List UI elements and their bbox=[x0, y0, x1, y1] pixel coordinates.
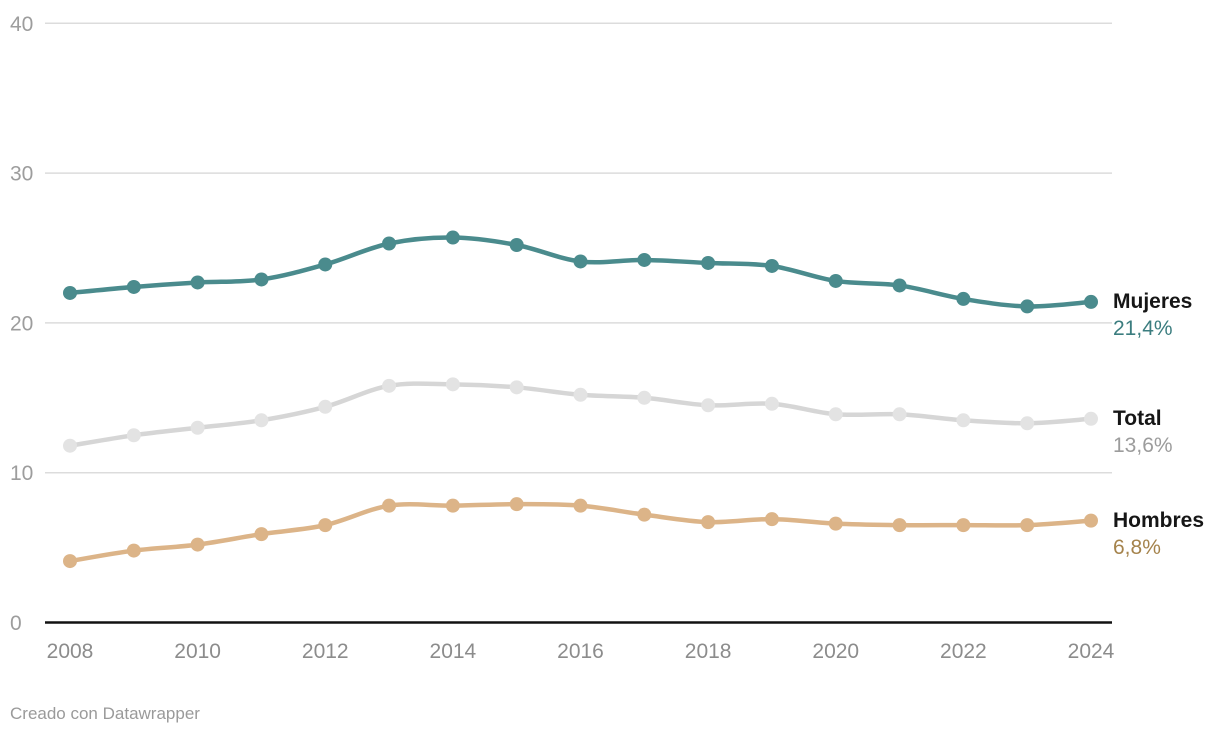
point-total-2021[interactable] bbox=[892, 407, 907, 422]
point-hombres-2011[interactable] bbox=[254, 527, 269, 542]
point-total-2012[interactable] bbox=[318, 399, 333, 414]
series-label-hombres: Hombres 6,8% bbox=[1113, 508, 1204, 562]
attribution-text: Creado con Datawrapper bbox=[10, 704, 200, 723]
point-total-2011[interactable] bbox=[254, 413, 269, 428]
point-total-2023[interactable] bbox=[1020, 416, 1035, 431]
point-mujeres-2021[interactable] bbox=[892, 278, 907, 293]
series-label-mujeres: Mujeres 21,4% bbox=[1113, 289, 1192, 343]
series-value-mujeres: 21,4% bbox=[1113, 316, 1173, 340]
point-mujeres-2020[interactable] bbox=[828, 273, 843, 288]
point-hombres-2022[interactable] bbox=[956, 518, 971, 533]
series-value-total: 13,6% bbox=[1113, 433, 1173, 457]
y-tick-label-30: 30 bbox=[10, 163, 33, 186]
point-total-2016[interactable] bbox=[573, 387, 588, 402]
point-hombres-2014[interactable] bbox=[445, 498, 460, 513]
point-total-2008[interactable] bbox=[63, 438, 77, 453]
point-hombres-2012[interactable] bbox=[318, 518, 333, 533]
point-mujeres-2024[interactable] bbox=[1084, 294, 1098, 309]
point-hombres-2013[interactable] bbox=[382, 498, 397, 513]
point-hombres-2010[interactable] bbox=[190, 537, 205, 552]
point-mujeres-2012[interactable] bbox=[318, 257, 333, 272]
point-total-2022[interactable] bbox=[956, 413, 971, 428]
series-name-total: Total bbox=[1113, 406, 1162, 430]
point-mujeres-2019[interactable] bbox=[764, 258, 779, 273]
y-tick-label-0: 0 bbox=[10, 612, 22, 635]
x-tick-label-2014: 2014 bbox=[430, 640, 477, 663]
x-tick-label-2016: 2016 bbox=[557, 640, 604, 663]
point-total-2017[interactable] bbox=[637, 390, 652, 405]
point-mujeres-2009[interactable] bbox=[126, 279, 141, 294]
point-total-2015[interactable] bbox=[509, 380, 524, 395]
point-mujeres-2015[interactable] bbox=[509, 238, 524, 253]
series-name-hombres: Hombres bbox=[1113, 508, 1205, 532]
point-hombres-2024[interactable] bbox=[1084, 513, 1098, 528]
y-tick-label-40: 40 bbox=[10, 13, 33, 36]
series-name-mujeres: Mujeres bbox=[1113, 289, 1193, 313]
point-total-2018[interactable] bbox=[701, 398, 716, 413]
point-hombres-2008[interactable] bbox=[63, 554, 77, 569]
point-hombres-2016[interactable] bbox=[573, 498, 588, 513]
point-hombres-2023[interactable] bbox=[1020, 518, 1035, 533]
point-mujeres-2022[interactable] bbox=[956, 291, 971, 306]
point-mujeres-2014[interactable] bbox=[445, 230, 460, 245]
point-total-2013[interactable] bbox=[382, 378, 397, 393]
x-tick-label-2020: 2020 bbox=[812, 640, 859, 663]
point-total-2019[interactable] bbox=[764, 396, 779, 411]
point-total-2009[interactable] bbox=[126, 428, 141, 443]
x-tick-label-2018: 2018 bbox=[685, 640, 732, 663]
x-tick-label-2008: 2008 bbox=[47, 640, 94, 663]
point-mujeres-2018[interactable] bbox=[701, 255, 716, 270]
point-total-2010[interactable] bbox=[190, 420, 205, 435]
point-mujeres-2013[interactable] bbox=[382, 236, 397, 251]
x-tick-label-2022: 2022 bbox=[940, 640, 987, 663]
point-hombres-2009[interactable] bbox=[126, 543, 141, 558]
point-mujeres-2016[interactable] bbox=[573, 254, 588, 269]
y-tick-label-10: 10 bbox=[10, 462, 33, 485]
point-mujeres-2023[interactable] bbox=[1020, 299, 1035, 314]
point-mujeres-2011[interactable] bbox=[254, 272, 269, 287]
x-tick-label-2010: 2010 bbox=[174, 640, 221, 663]
series-label-total: Total 13,6% bbox=[1113, 406, 1173, 460]
point-mujeres-2008[interactable] bbox=[63, 285, 77, 300]
x-tick-label-2024: 2024 bbox=[1068, 640, 1115, 663]
point-total-2014[interactable] bbox=[445, 377, 460, 392]
point-hombres-2020[interactable] bbox=[828, 516, 843, 531]
point-hombres-2021[interactable] bbox=[892, 518, 907, 533]
series-value-hombres: 6,8% bbox=[1113, 535, 1161, 559]
point-mujeres-2010[interactable] bbox=[190, 275, 205, 290]
line-mujeres bbox=[67, 235, 1094, 309]
y-tick-label-20: 20 bbox=[10, 312, 33, 335]
point-hombres-2019[interactable] bbox=[764, 512, 779, 527]
point-hombres-2017[interactable] bbox=[637, 507, 652, 522]
point-hombres-2015[interactable] bbox=[509, 497, 524, 512]
point-total-2020[interactable] bbox=[828, 407, 843, 422]
point-mujeres-2017[interactable] bbox=[637, 252, 652, 267]
point-total-2024[interactable] bbox=[1084, 411, 1098, 426]
x-tick-label-2012: 2012 bbox=[302, 640, 349, 663]
point-hombres-2018[interactable] bbox=[701, 515, 716, 530]
line-hombres bbox=[67, 501, 1094, 564]
